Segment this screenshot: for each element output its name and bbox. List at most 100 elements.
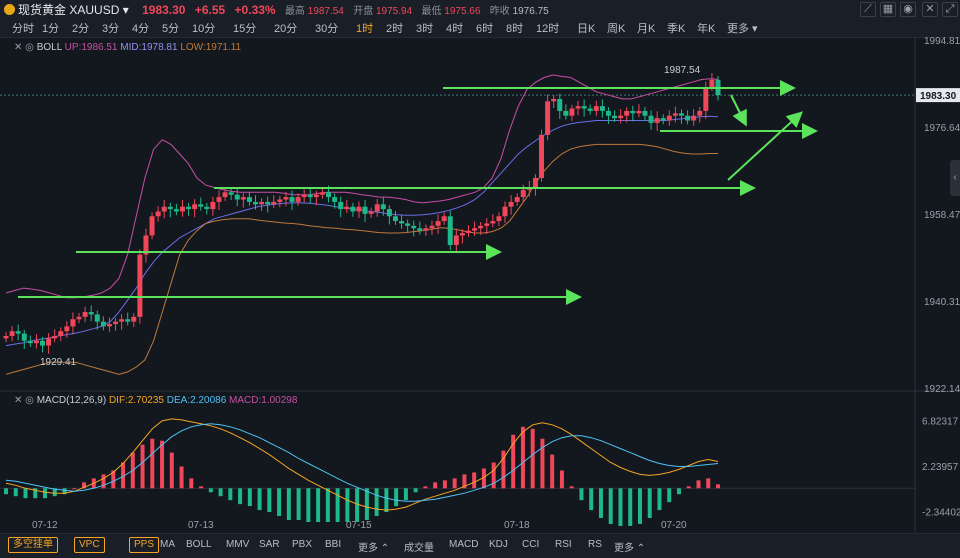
macd-histogram-bar <box>423 486 428 489</box>
timeframe-22[interactable]: 更多 ▾ <box>727 23 758 35</box>
close-icon[interactable]: ✕ <box>14 395 23 406</box>
timeframe-2[interactable]: 2分 <box>72 23 90 35</box>
boll-mid-line <box>5 115 719 347</box>
candle-body <box>447 216 453 246</box>
symbol-info[interactable]: 现货黄金 XAUUSD ▾ 1983.30 +6.55 +0.33% 最高 19… <box>4 1 549 18</box>
candle-body <box>551 98 557 102</box>
timeframe-1[interactable]: 1分 <box>42 23 60 35</box>
macd-histogram-bar <box>598 488 603 519</box>
timeframe-5[interactable]: 5分 <box>162 23 180 35</box>
timeframe-15[interactable]: 8时 <box>506 23 524 35</box>
macd-histogram-bar <box>550 454 555 489</box>
close-icon[interactable]: ✕ <box>14 42 23 53</box>
indicator-MA[interactable]: MA <box>160 539 175 550</box>
candle-body <box>76 316 82 320</box>
macd-histogram-bar <box>140 444 145 489</box>
chevron-left-icon[interactable]: ‹ <box>950 160 960 196</box>
candle-body <box>465 230 471 234</box>
current-price-tag <box>916 88 960 103</box>
indicator-RSI[interactable]: RSI <box>555 539 572 550</box>
macd-histogram-bar <box>676 488 681 495</box>
indicator-RS[interactable]: RS <box>588 539 602 550</box>
candle-body <box>301 194 307 198</box>
candle-body <box>374 204 380 212</box>
price-tick-label: 1976.64 <box>924 123 960 134</box>
indicator-更多[interactable]: 更多 ⌃ <box>614 543 646 554</box>
candle-body <box>350 206 356 212</box>
bottom-tool-1[interactable]: VPC <box>74 537 105 553</box>
indicator-MACD[interactable]: MACD <box>449 539 479 550</box>
stat-prev-close: 昨收 1976.75 <box>489 6 549 17</box>
macd-tick-label: 6.82317 <box>922 417 959 428</box>
timeframe-9[interactable]: 30分 <box>315 23 339 35</box>
crosshair-icon[interactable]: ✕ <box>922 2 938 17</box>
chevron-down-icon[interactable]: ▾ <box>122 3 129 17</box>
timeframe-8[interactable]: 20分 <box>274 23 298 35</box>
candle-body <box>459 233 465 236</box>
candle-body <box>587 108 593 111</box>
timeframe-20[interactable]: 季K <box>667 23 686 35</box>
candle-body <box>295 197 301 202</box>
timeframe-10[interactable]: 1时 <box>356 23 374 35</box>
timeframe-7[interactable]: 15分 <box>233 23 257 35</box>
timeframe-17[interactable]: 日K <box>577 23 596 35</box>
eye-icon[interactable]: ◎ <box>25 42 34 53</box>
macd-histogram-bar <box>247 488 252 507</box>
indicator-MMV[interactable]: MMV <box>226 539 250 550</box>
candle-body <box>508 201 514 207</box>
candle-body <box>210 201 216 210</box>
indicator-KDJ[interactable]: KDJ <box>489 539 508 550</box>
timeframe-18[interactable]: 周K <box>607 23 626 35</box>
macd-histogram-bar <box>511 434 516 489</box>
candle-body <box>143 235 149 255</box>
candle-body <box>648 115 654 123</box>
timeframe-6[interactable]: 10分 <box>192 23 216 35</box>
timeframe-0[interactable]: 分时 <box>12 23 34 35</box>
bottom-tool-0[interactable]: 多空挂单 <box>8 537 58 553</box>
macd-histogram-bar <box>72 488 77 490</box>
drawing-tools-icon[interactable]: ⟋ <box>860 2 876 17</box>
indicator-更多[interactable]: 更多 ⌃ <box>358 543 390 554</box>
macd-histogram-bar <box>384 488 389 513</box>
timeframe-13[interactable]: 4时 <box>446 23 464 35</box>
indicator-PBX[interactable]: PBX <box>292 539 313 550</box>
indicator-BOLL[interactable]: BOLL <box>186 539 212 550</box>
macd-histogram-bar <box>403 488 408 501</box>
indicator-SAR[interactable]: SAR <box>259 539 280 550</box>
macd-histogram-bar <box>716 484 720 489</box>
candle-body <box>277 199 283 202</box>
timeframe-11[interactable]: 2时 <box>386 23 404 35</box>
timeframe-21[interactable]: 年K <box>697 23 716 35</box>
candle-body <box>618 115 624 119</box>
timeframe-14[interactable]: 6时 <box>476 23 494 35</box>
timeframe-3[interactable]: 3分 <box>102 23 120 35</box>
indicator-成交量[interactable]: 成交量 <box>404 543 434 554</box>
candle-body <box>380 204 386 210</box>
camera-icon[interactable]: ◉ <box>900 2 916 17</box>
timeframe-19[interactable]: 月K <box>637 23 656 35</box>
candle-body <box>703 86 709 111</box>
fullscreen-icon[interactable]: ⤢ <box>942 2 958 17</box>
eye-icon[interactable]: ◎ <box>25 395 34 406</box>
candle-body <box>21 333 27 341</box>
candle-body <box>70 319 76 327</box>
macd-histogram-bar <box>33 488 38 499</box>
timeframe-16[interactable]: 12时 <box>536 23 560 35</box>
indicator-BBI[interactable]: BBI <box>325 539 342 550</box>
indicator-CCI[interactable]: CCI <box>522 539 540 550</box>
candle-body <box>173 209 179 212</box>
timeframe-4[interactable]: 4分 <box>132 23 150 35</box>
boll-lower-line <box>5 143 718 375</box>
candle-body <box>563 110 569 116</box>
price-change-pct: +0.33% <box>234 3 276 17</box>
bottom-tool-2[interactable]: PPS <box>129 537 160 553</box>
candle-body <box>64 326 70 332</box>
candle-body <box>453 235 459 246</box>
candle-body <box>149 216 155 236</box>
macd-histogram-bar <box>637 488 642 524</box>
macd-histogram-bar <box>218 488 223 497</box>
macd-histogram-bar <box>364 488 369 520</box>
timeframe-12[interactable]: 3时 <box>416 23 434 35</box>
grid-icon[interactable]: ▦ <box>880 2 896 17</box>
